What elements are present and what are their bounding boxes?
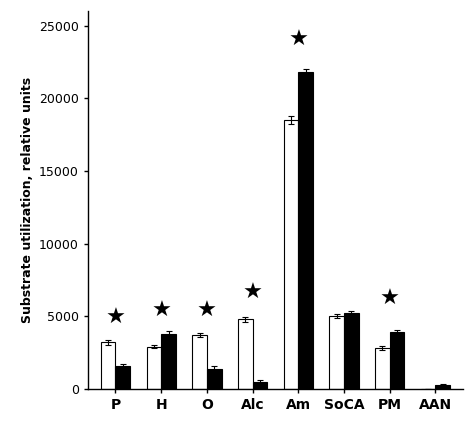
Bar — [344, 313, 359, 389]
Text: ★: ★ — [197, 301, 217, 321]
Bar — [329, 316, 344, 389]
Bar — [192, 335, 207, 389]
Text: ★: ★ — [288, 30, 308, 50]
Bar — [207, 368, 221, 389]
Bar — [116, 365, 130, 389]
Bar — [390, 332, 404, 389]
Y-axis label: Substrate utilization, relative units: Substrate utilization, relative units — [20, 77, 34, 323]
Text: ★: ★ — [106, 308, 126, 328]
Bar — [375, 348, 390, 389]
Text: ★: ★ — [380, 289, 400, 309]
Bar — [284, 120, 298, 389]
Bar — [161, 334, 176, 389]
Text: ★: ★ — [243, 283, 263, 303]
Bar — [238, 319, 253, 389]
Bar — [101, 342, 116, 389]
Text: ★: ★ — [151, 301, 171, 321]
Bar — [146, 347, 161, 389]
Bar — [436, 385, 450, 389]
Bar — [253, 382, 267, 389]
Bar — [298, 72, 313, 389]
